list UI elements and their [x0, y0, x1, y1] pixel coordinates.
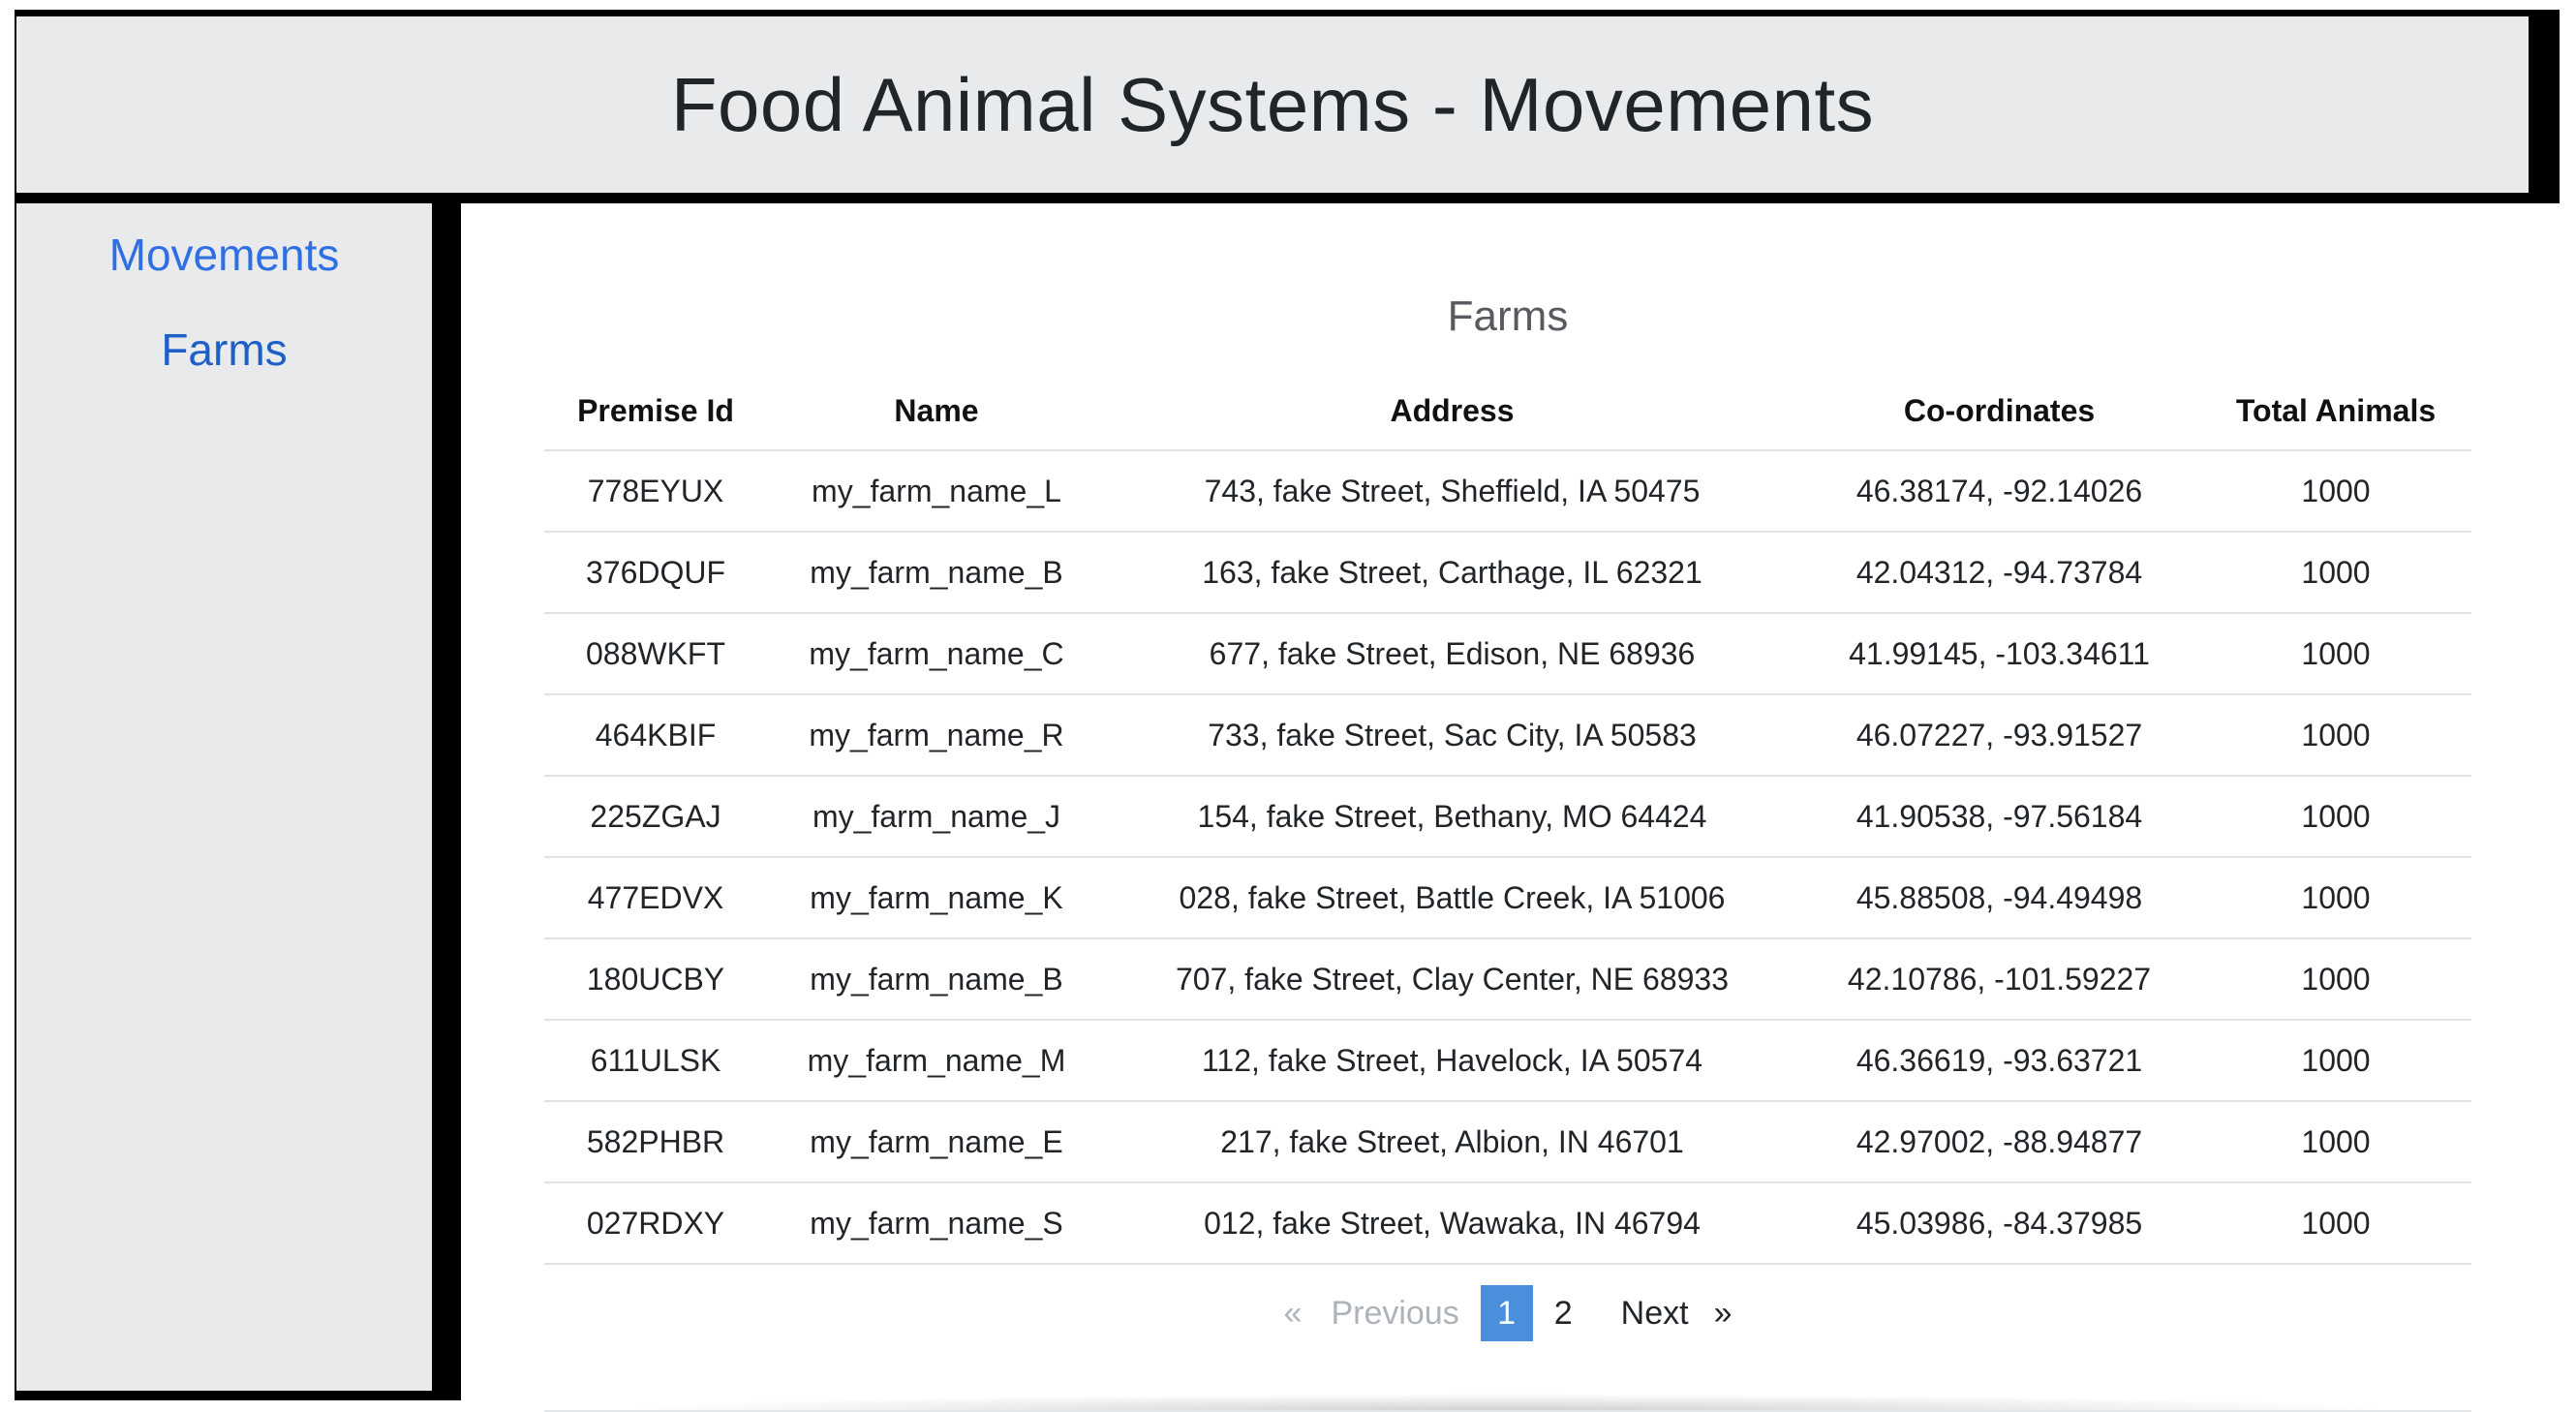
main-content: Farms Premise Id Name Address Co-ordinat… [461, 203, 2567, 1412]
address-cell: 112, fake Street, Havelock, IA 50574 [1106, 1020, 1798, 1102]
column-header-name: Name [767, 372, 1106, 451]
name-cell: my_farm_name_K [767, 857, 1106, 939]
address-cell: 217, fake Street, Albion, IN 46701 [1106, 1101, 1798, 1183]
address-cell: 743, fake Street, Sheffield, IA 50475 [1106, 450, 1798, 533]
total-animals-cell: 1000 [2200, 1101, 2471, 1183]
premise-id-cell: 376DQUF [544, 532, 767, 614]
premise-id-cell: 088WKFT [544, 613, 767, 695]
address-cell: 677, fake Street, Edison, NE 68936 [1106, 613, 1798, 695]
address-cell: 733, fake Street, Sac City, IA 50583 [1106, 694, 1798, 777]
page-1-button[interactable]: 1 [1480, 1285, 1533, 1341]
table-header-row: Premise Id Name Address Co-ordinates Tot… [544, 372, 2471, 451]
sidebar: Movements Farms [16, 203, 432, 1391]
sidebar-item-farms[interactable]: Farms [161, 324, 288, 375]
column-header-address: Address [1106, 372, 1798, 451]
total-animals-cell: 1000 [2200, 857, 2471, 939]
address-cell: 028, fake Street, Battle Creek, IA 51006 [1106, 857, 1798, 939]
name-cell: my_farm_name_L [767, 450, 1106, 533]
name-cell: my_farm_name_M [767, 1020, 1106, 1102]
scroll-shadow [544, 1393, 2471, 1410]
address-cell: 012, fake Street, Wawaka, IN 46794 [1106, 1182, 1798, 1265]
table-row: 611ULSK my_farm_name_M 112, fake Street, H… [544, 1020, 2471, 1102]
name-cell: my_farm_name_J [767, 776, 1106, 858]
column-header-coordinates: Co-ordinates [1798, 372, 2200, 451]
name-cell: my_farm_name_R [767, 694, 1106, 777]
table-row: 376DQUF my_farm_name_B 163, fake Street, C… [544, 532, 2471, 614]
total-animals-cell: 1000 [2200, 938, 2471, 1021]
farms-panel: Farms Premise Id Name Address Co-ordinat… [544, 203, 2471, 1412]
table-body: 778EYUX my_farm_name_L 743, fake Street, S… [544, 450, 2471, 1265]
premise-id-cell: 582PHBR [544, 1101, 767, 1183]
previous-page-button: Previous [1331, 1294, 1459, 1332]
premise-id-cell: 027RDXY [544, 1182, 767, 1265]
sidebar-item-movements[interactable]: Movements [108, 230, 340, 280]
name-cell: my_farm_name_B [767, 532, 1106, 614]
premise-id-cell: 464KBIF [544, 694, 767, 777]
name-cell: my_farm_name_B [767, 938, 1106, 1021]
coordinates-cell: 42.10786, -101.59227 [1798, 938, 2200, 1021]
table-row: 464KBIF my_farm_name_R 733, fake Street, S… [544, 694, 2471, 777]
total-animals-cell: 1000 [2200, 694, 2471, 777]
coordinates-cell: 45.88508, -94.49498 [1798, 857, 2200, 939]
address-cell: 154, fake Street, Bethany, MO 64424 [1106, 776, 1798, 858]
total-animals-cell: 1000 [2200, 613, 2471, 695]
previous-arrow-icon: « [1283, 1294, 1303, 1332]
table-row: 225ZGAJ my_farm_name_J 154, fake Street, B… [544, 776, 2471, 858]
pagination: « Previous 1 2 Next » [544, 1284, 2471, 1342]
coordinates-cell: 46.38174, -92.14026 [1798, 450, 2200, 533]
table-row: 778EYUX my_farm_name_L 743, fake Street, S… [544, 450, 2471, 533]
app-header: Food Animal Systems - Movements [16, 16, 2529, 193]
total-animals-cell: 1000 [2200, 1182, 2471, 1265]
coordinates-cell: 42.04312, -94.73784 [1798, 532, 2200, 614]
table-caption: Farms [1447, 292, 1569, 340]
name-cell: my_farm_name_C [767, 613, 1106, 695]
next-page-button[interactable]: Next [1620, 1294, 1689, 1332]
total-animals-cell: 1000 [2200, 776, 2471, 858]
table-row: 027RDXY my_farm_name_S 012, fake Street, W… [544, 1182, 2471, 1265]
table-row: 582PHBR my_farm_name_E 217, fake Street, A… [544, 1101, 2471, 1183]
address-cell: 707, fake Street, Clay Center, NE 68933 [1106, 938, 1798, 1021]
table-row: 180UCBY my_farm_name_B 707, fake Street, C… [544, 938, 2471, 1021]
premise-id-cell: 611ULSK [544, 1020, 767, 1102]
premise-id-cell: 180UCBY [544, 938, 767, 1021]
coordinates-cell: 46.36619, -93.63721 [1798, 1020, 2200, 1102]
page-2-button[interactable]: 2 [1553, 1294, 1573, 1332]
next-arrow-icon[interactable]: » [1713, 1294, 1733, 1332]
name-cell: my_farm_name_E [767, 1101, 1106, 1183]
address-cell: 163, fake Street, Carthage, IL 62321 [1106, 532, 1798, 614]
total-animals-cell: 1000 [2200, 450, 2471, 533]
coordinates-cell: 45.03986, -84.37985 [1798, 1182, 2200, 1265]
page-title: Food Animal Systems - Movements [670, 61, 1875, 147]
total-animals-cell: 1000 [2200, 1020, 2471, 1102]
column-header-premise-id: Premise Id [544, 372, 767, 451]
table-row: 088WKFT my_farm_name_C 677, fake Street, E… [544, 613, 2471, 695]
total-animals-cell: 1000 [2200, 532, 2471, 614]
coordinates-cell: 41.99145, -103.34611 [1798, 613, 2200, 695]
premise-id-cell: 225ZGAJ [544, 776, 767, 858]
name-cell: my_farm_name_S [767, 1182, 1106, 1265]
coordinates-cell: 41.90538, -97.56184 [1798, 776, 2200, 858]
coordinates-cell: 46.07227, -93.91527 [1798, 694, 2200, 777]
column-header-total-animals: Total Animals [2200, 372, 2471, 451]
table-row: 477EDVX my_farm_name_K 028, fake Street, B… [544, 857, 2471, 939]
coordinates-cell: 42.97002, -88.94877 [1798, 1101, 2200, 1183]
premise-id-cell: 477EDVX [544, 857, 767, 939]
premise-id-cell: 778EYUX [544, 450, 767, 533]
farms-table: Premise Id Name Address Co-ordinates Tot… [544, 372, 2471, 1265]
